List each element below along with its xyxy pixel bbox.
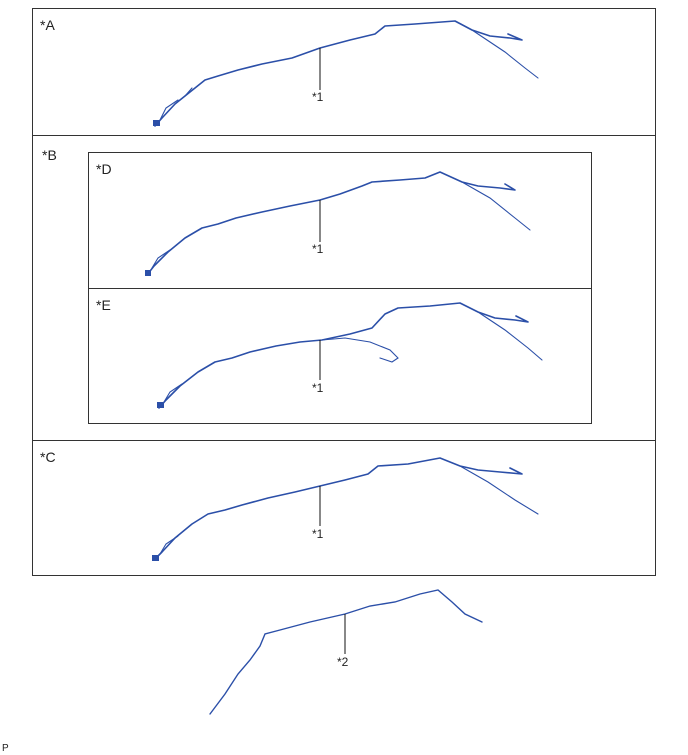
- panel-d-label: *D: [96, 161, 112, 177]
- harness-a: [153, 20, 539, 127]
- callout-standalone: *2: [337, 655, 349, 669]
- harness-c: [152, 457, 539, 561]
- panel-a-label: *A: [40, 17, 55, 33]
- panel-e-label: *E: [96, 297, 111, 313]
- harness-standalone: [209, 589, 483, 715]
- panel-a: [32, 8, 656, 136]
- callout-a: *1: [312, 90, 324, 104]
- harness-d: [145, 171, 531, 276]
- callout-d: *1: [312, 242, 324, 256]
- panel-c-label: *C: [40, 449, 56, 465]
- harness-e: [157, 302, 543, 409]
- callout-e: *1: [312, 381, 324, 395]
- footer-code: P: [2, 743, 9, 754]
- panel-b-label: *B: [42, 147, 57, 163]
- panel-e: [88, 288, 592, 424]
- panel-c: [32, 440, 656, 576]
- callout-c: *1: [312, 527, 324, 541]
